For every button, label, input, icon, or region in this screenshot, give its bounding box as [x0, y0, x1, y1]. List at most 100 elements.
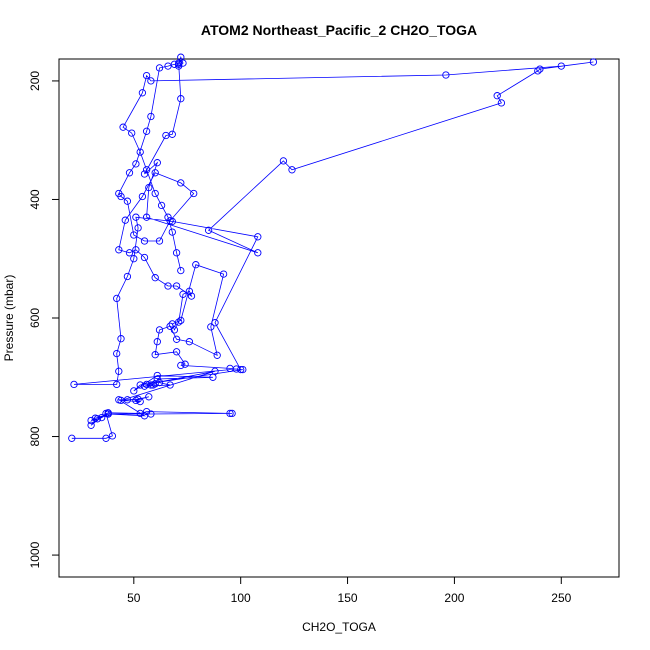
data-point — [132, 396, 140, 405]
data-point — [87, 416, 95, 425]
data-point — [123, 197, 132, 205]
data-point — [164, 282, 172, 290]
data-point — [147, 112, 155, 121]
data-point — [209, 373, 217, 381]
data-point — [136, 148, 144, 156]
data-point — [181, 360, 189, 368]
data-point — [117, 335, 125, 343]
data-point — [140, 237, 149, 245]
data-point — [170, 60, 179, 68]
data-point — [288, 166, 296, 174]
data-point — [136, 381, 144, 389]
data-point — [192, 261, 200, 269]
data-point — [145, 393, 153, 401]
data-point — [136, 409, 144, 418]
data-point — [172, 249, 181, 257]
y-tick-label: 600 — [28, 308, 42, 328]
data-point — [130, 387, 138, 395]
y-tick-label: 400 — [28, 189, 42, 209]
data-point — [153, 159, 161, 167]
data-point — [226, 364, 234, 373]
data-point — [142, 71, 151, 80]
data-point — [142, 166, 151, 174]
data-point — [121, 216, 129, 224]
data-point — [254, 249, 262, 257]
plot-content — [68, 53, 598, 442]
data-point — [151, 380, 159, 388]
data-point — [226, 409, 234, 418]
x-tick-label: 250 — [551, 591, 571, 605]
data-point — [113, 380, 121, 389]
data-point — [140, 412, 149, 420]
data-point — [172, 335, 181, 343]
data-point — [228, 409, 236, 418]
data-point — [140, 170, 149, 178]
data-point — [170, 326, 179, 334]
data-point — [153, 375, 161, 383]
data-point — [168, 228, 176, 236]
data-point — [104, 410, 112, 418]
data-point — [128, 129, 136, 137]
data-point — [136, 397, 144, 406]
data-point — [177, 316, 185, 325]
data-point — [172, 348, 181, 356]
data-point — [185, 287, 194, 295]
data-point — [140, 382, 149, 390]
data-point — [589, 58, 598, 66]
data-point — [177, 95, 185, 103]
data-point — [207, 323, 215, 331]
x-tick-label: 150 — [338, 591, 358, 605]
data-point — [166, 217, 174, 225]
data-point — [279, 157, 288, 165]
data-point — [140, 253, 149, 262]
data-point — [68, 434, 76, 442]
data-point — [166, 322, 174, 330]
data-point — [132, 160, 140, 168]
data-point — [155, 326, 164, 334]
data-point — [117, 396, 125, 405]
data-point — [497, 99, 506, 107]
data-point — [151, 351, 159, 359]
data-point — [151, 274, 159, 282]
data-point — [534, 67, 542, 75]
data-point — [153, 338, 161, 346]
data-point — [185, 338, 194, 346]
data-point — [177, 179, 185, 187]
data-point — [130, 231, 138, 239]
data-point — [155, 237, 164, 245]
data-point — [147, 410, 155, 418]
data-point — [557, 62, 565, 70]
data-point — [142, 127, 151, 135]
data-point — [155, 378, 164, 387]
data-point — [172, 282, 181, 290]
chart-title: ATOM2 Northeast_Pacific_2 CH2O_TOGA — [201, 22, 477, 38]
data-point — [237, 365, 245, 374]
data-point — [187, 292, 196, 300]
data-point — [155, 64, 164, 72]
data-point — [138, 89, 147, 97]
data-point — [115, 189, 123, 198]
data-point — [70, 380, 78, 389]
data-point — [536, 65, 544, 73]
data-point — [87, 421, 95, 429]
data-point — [119, 123, 127, 131]
data-point — [132, 213, 140, 221]
data-point — [204, 226, 213, 234]
data-point — [138, 192, 147, 201]
data-point — [179, 290, 187, 298]
data-point — [442, 71, 450, 79]
data-point — [132, 246, 140, 254]
data-point — [177, 266, 185, 275]
x-axis-label: CH2O_TOGA — [302, 620, 376, 634]
y-axis: 200 400 600 800 1000 — [28, 71, 59, 568]
data-point — [113, 349, 121, 358]
data-point — [145, 183, 153, 192]
data-point — [147, 77, 155, 85]
data-point — [177, 361, 185, 370]
data-point — [125, 169, 134, 177]
data-point — [213, 351, 221, 359]
data-point — [151, 189, 159, 198]
data-point — [108, 432, 117, 440]
